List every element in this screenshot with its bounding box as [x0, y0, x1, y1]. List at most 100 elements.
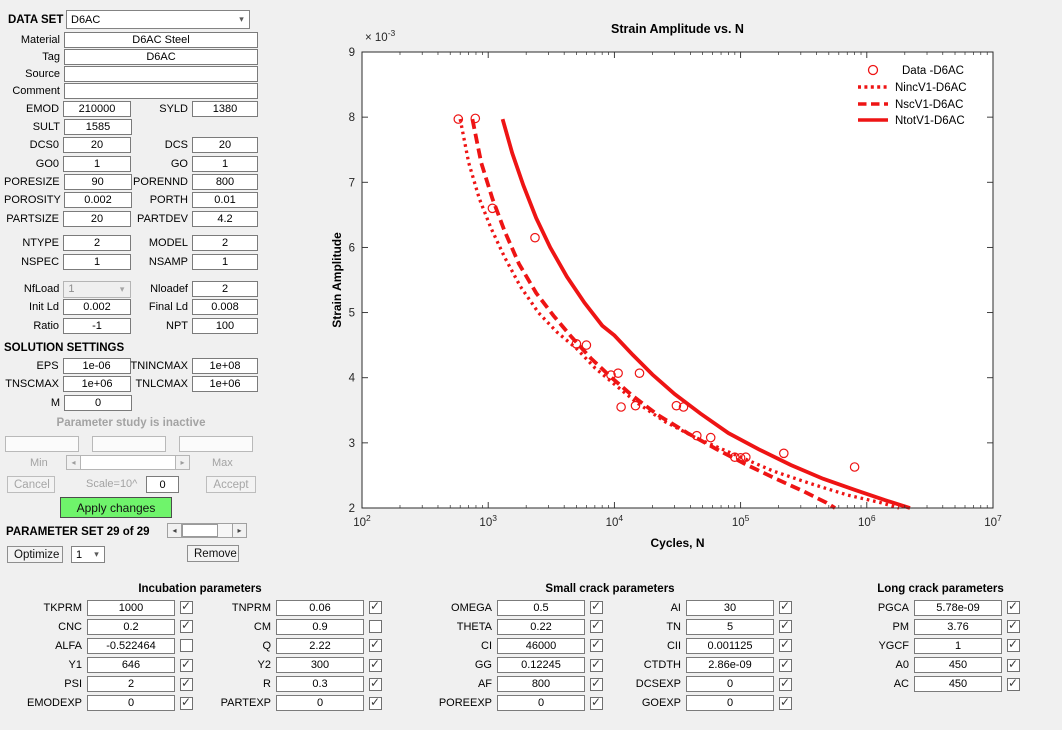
- tnscmax-field[interactable]: [63, 376, 132, 393]
- param-study-slider[interactable]: ◂ ▸: [66, 455, 190, 470]
- r-field[interactable]: [276, 676, 364, 693]
- cii-field[interactable]: [686, 637, 774, 654]
- eps-field[interactable]: [62, 357, 131, 374]
- slider-thumb[interactable]: [182, 524, 218, 537]
- tnincmax-field[interactable]: [192, 357, 258, 374]
- y2-field[interactable]: [276, 657, 364, 674]
- material-field[interactable]: [64, 32, 258, 48]
- parameter-checkbox[interactable]: ✓: [779, 695, 792, 710]
- af-field[interactable]: [497, 676, 585, 693]
- parameter-checkbox[interactable]: [180, 639, 193, 653]
- ac-field[interactable]: [914, 676, 1002, 693]
- ntype-field[interactable]: [63, 235, 132, 252]
- porosity-field[interactable]: [64, 192, 132, 209]
- param-study-value-input[interactable]: [179, 436, 253, 452]
- porth-field[interactable]: [192, 192, 258, 209]
- dcs-field[interactable]: [192, 137, 258, 154]
- init-ld-field[interactable]: [63, 299, 132, 316]
- dcsexp-field[interactable]: [686, 676, 774, 693]
- nsamp-field[interactable]: [192, 253, 258, 270]
- parameter-checkbox[interactable]: ✓: [369, 695, 382, 710]
- tkprm-field[interactable]: [87, 599, 175, 616]
- arrow-left-icon[interactable]: ◂: [167, 523, 182, 538]
- final-ld-field[interactable]: [192, 299, 258, 316]
- emod-field[interactable]: [63, 100, 132, 117]
- param-study-value-input[interactable]: [92, 436, 166, 452]
- emodexp-field[interactable]: [87, 695, 175, 712]
- tn-field[interactable]: [686, 618, 774, 635]
- ratio-field[interactable]: [63, 317, 132, 334]
- parameter-checkbox[interactable]: ✓: [1007, 657, 1020, 672]
- ai-field[interactable]: [686, 599, 774, 616]
- ctdth-field[interactable]: [686, 657, 774, 674]
- parameter-checkbox[interactable]: ✓: [369, 657, 382, 672]
- poresize-field[interactable]: [63, 174, 132, 191]
- parameter-checkbox[interactable]: ✓: [590, 637, 603, 653]
- parameter-checkbox[interactable]: ✓: [1007, 618, 1020, 634]
- syld-field[interactable]: [192, 100, 258, 117]
- parameter-checkbox[interactable]: ✓: [779, 618, 792, 634]
- npt-field[interactable]: [192, 317, 258, 334]
- parameter-checkbox[interactable]: ✓: [590, 676, 603, 691]
- gg-field[interactable]: [497, 657, 585, 674]
- alfa-field[interactable]: [87, 637, 175, 654]
- model-field[interactable]: [192, 235, 258, 252]
- partsize-field[interactable]: [63, 210, 132, 227]
- m-field[interactable]: [64, 394, 132, 411]
- parameter-checkbox[interactable]: ✓: [779, 676, 792, 691]
- poreexp-field[interactable]: [497, 695, 585, 712]
- parameter-checkbox[interactable]: ✓: [590, 618, 603, 634]
- parameter-checkbox[interactable]: [369, 620, 382, 634]
- pm-field[interactable]: [914, 618, 1002, 635]
- nfload-dropdown[interactable]: 1 ▾: [63, 280, 131, 298]
- dcs0-field[interactable]: [63, 137, 132, 154]
- partdev-field[interactable]: [192, 210, 258, 227]
- optimize-count-dropdown[interactable]: 1 ▾: [71, 546, 105, 563]
- parameter-checkbox[interactable]: ✓: [779, 599, 792, 614]
- parameter-checkbox[interactable]: ✓: [590, 599, 603, 614]
- y1-field[interactable]: [87, 657, 175, 674]
- scale-input[interactable]: [146, 476, 179, 493]
- parameter-checkbox[interactable]: ✓: [180, 676, 193, 691]
- ygcf-field[interactable]: [914, 637, 1002, 654]
- theta-field[interactable]: [497, 618, 585, 635]
- parameter-checkbox[interactable]: ✓: [369, 676, 382, 691]
- parameter-checkbox[interactable]: ✓: [180, 657, 193, 672]
- nloadef-field[interactable]: [192, 281, 258, 298]
- ci-field[interactable]: [497, 637, 585, 654]
- partexp-field[interactable]: [276, 695, 364, 712]
- nspec-field[interactable]: [63, 253, 132, 270]
- parameter-checkbox[interactable]: ✓: [779, 657, 792, 672]
- psi-field[interactable]: [87, 676, 175, 693]
- omega-field[interactable]: [497, 599, 585, 616]
- parameter-checkbox[interactable]: ✓: [779, 637, 792, 653]
- source-field[interactable]: [64, 66, 258, 82]
- arrow-left-icon[interactable]: ◂: [66, 455, 81, 470]
- tnprm-field[interactable]: [276, 599, 364, 616]
- parameter-checkbox[interactable]: ✓: [1007, 637, 1020, 653]
- arrow-right-icon[interactable]: ▸: [175, 455, 190, 470]
- goexp-field[interactable]: [686, 695, 774, 712]
- arrow-right-icon[interactable]: ▸: [232, 523, 247, 538]
- slider-track[interactable]: [182, 523, 232, 538]
- tnlcmax-field[interactable]: [192, 376, 258, 393]
- q-field[interactable]: [276, 637, 364, 654]
- go-field[interactable]: [192, 155, 258, 172]
- comment-field[interactable]: [64, 83, 258, 99]
- optimize-button[interactable]: Optimize: [7, 546, 63, 563]
- tag-field[interactable]: [64, 49, 258, 65]
- pgca-field[interactable]: [914, 599, 1002, 616]
- parameter-checkbox[interactable]: ✓: [369, 637, 382, 653]
- parameter-checkbox[interactable]: ✓: [180, 695, 193, 710]
- parameter-checkbox[interactable]: ✓: [180, 599, 193, 614]
- cnc-field[interactable]: [87, 618, 175, 635]
- parameter-set-slider[interactable]: ◂ ▸: [167, 523, 247, 538]
- apply-changes-button[interactable]: Apply changes: [60, 497, 172, 518]
- parameter-checkbox[interactable]: ✓: [180, 618, 193, 634]
- data-set-dropdown[interactable]: D6AC ▾: [66, 10, 250, 29]
- parameter-checkbox[interactable]: ✓: [1007, 676, 1020, 691]
- cm-field[interactable]: [276, 618, 364, 635]
- parameter-checkbox[interactable]: ✓: [369, 599, 382, 614]
- parameter-checkbox[interactable]: ✓: [1007, 599, 1020, 614]
- remove-button[interactable]: Remove: [187, 545, 239, 562]
